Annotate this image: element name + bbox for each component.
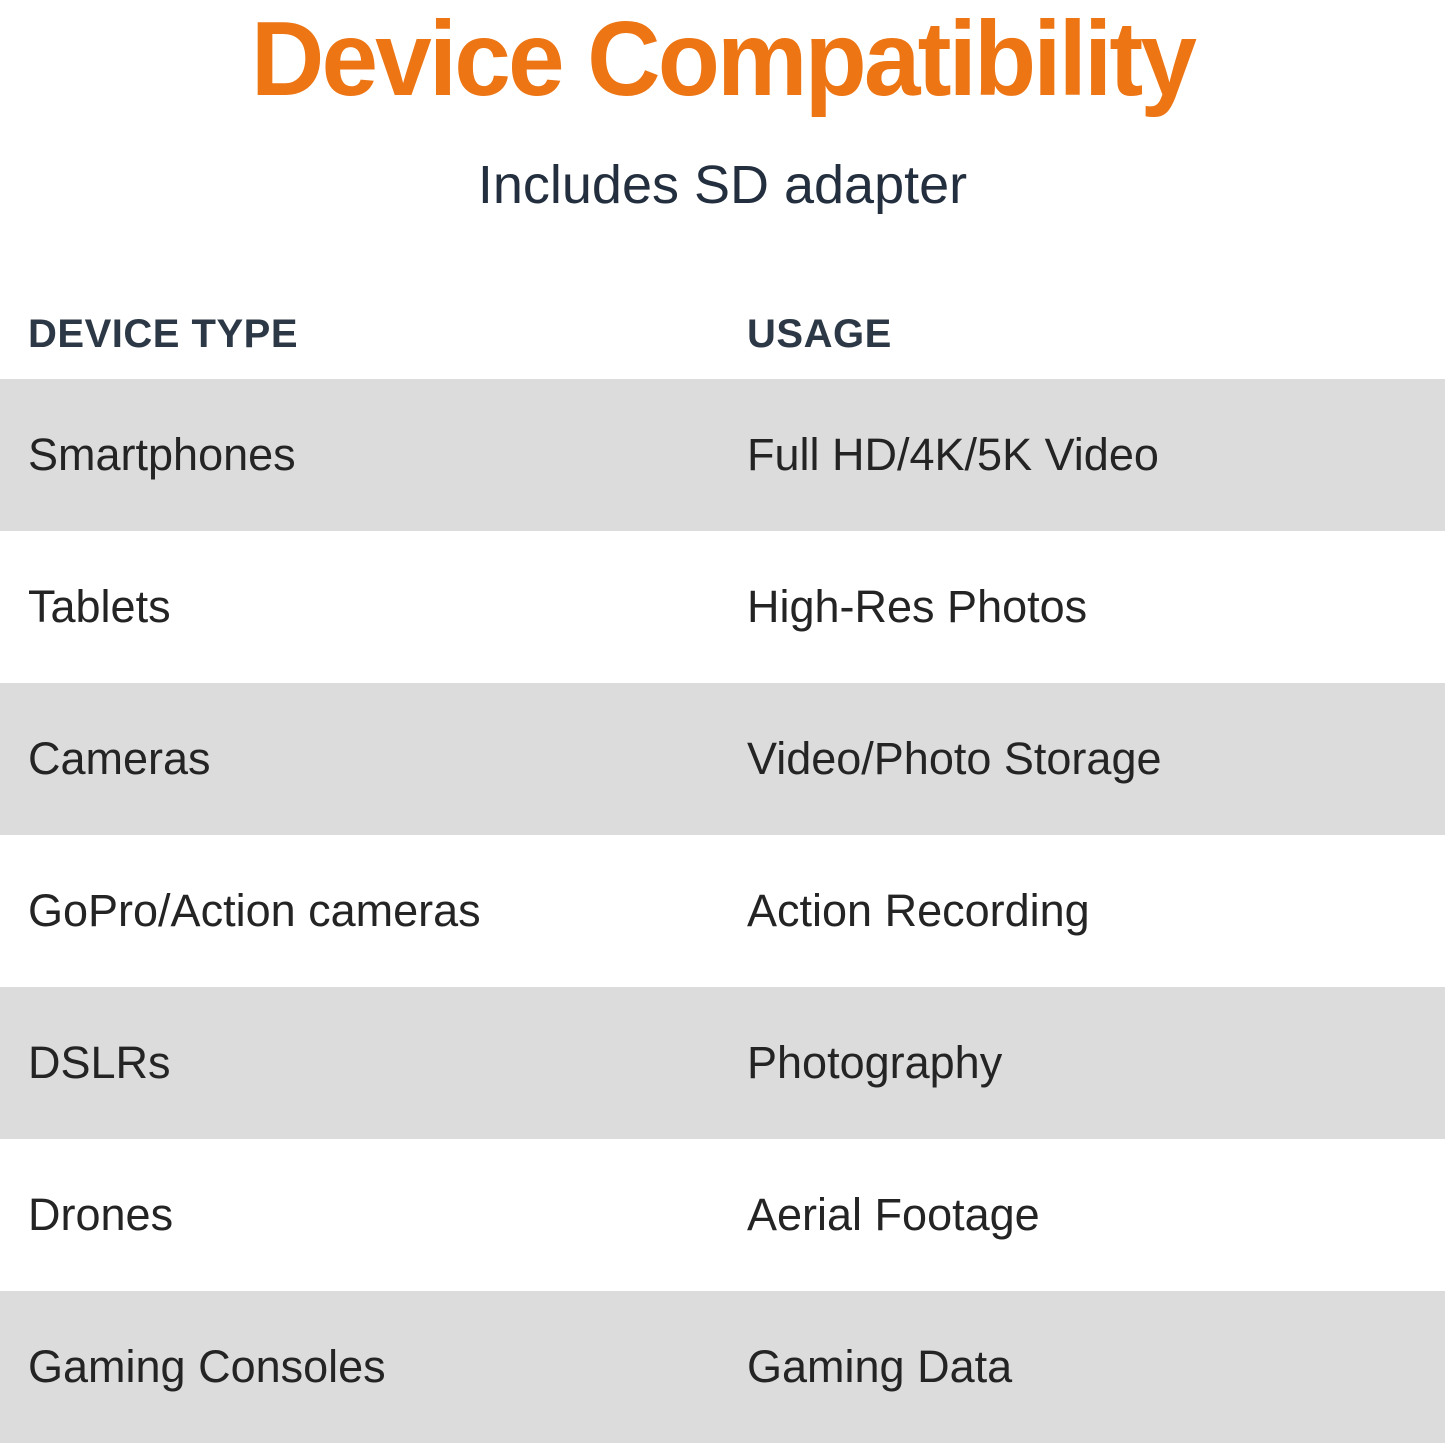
usage-cell: Full HD/4K/5K Video <box>747 428 1159 480</box>
device-cell: DSLRs <box>28 1036 171 1088</box>
page-title: Device Compatibility <box>250 0 1197 118</box>
table-row: DSLRs Photography <box>0 986 1445 1139</box>
usage-cell: Video/Photo Storage <box>747 732 1162 784</box>
table-row: Tablets High-Res Photos <box>0 530 1445 683</box>
device-cell: Gaming Consoles <box>28 1340 386 1392</box>
table-header-row: DEVICE TYPE USAGE <box>0 312 1445 357</box>
usage-cell: Action Recording <box>747 884 1090 936</box>
device-cell: GoPro/Action cameras <box>28 884 481 936</box>
table-row: Drones Aerial Footage <box>0 1138 1445 1291</box>
table-row: Smartphones Full HD/4K/5K Video <box>0 378 1445 531</box>
usage-cell: High-Res Photos <box>747 580 1088 632</box>
table-row: GoPro/Action cameras Action Recording <box>0 834 1445 987</box>
device-cell: Smartphones <box>28 428 296 480</box>
column-header-usage: USAGE <box>747 311 892 356</box>
page-subtitle: Includes SD adapter <box>477 155 968 216</box>
table-body: Smartphones Full HD/4K/5K Video Tablets … <box>0 378 1445 1443</box>
device-cell: Cameras <box>28 732 211 784</box>
table-row: Cameras Video/Photo Storage <box>0 682 1445 835</box>
usage-cell: Photography <box>747 1036 1003 1088</box>
usage-cell: Gaming Data <box>747 1340 1013 1392</box>
column-header-device-type: DEVICE TYPE <box>28 311 299 356</box>
table-row: Gaming Consoles Gaming Data <box>0 1290 1445 1443</box>
device-cell: Drones <box>28 1188 174 1240</box>
usage-cell: Aerial Footage <box>747 1188 1040 1240</box>
device-cell: Tablets <box>28 580 171 632</box>
